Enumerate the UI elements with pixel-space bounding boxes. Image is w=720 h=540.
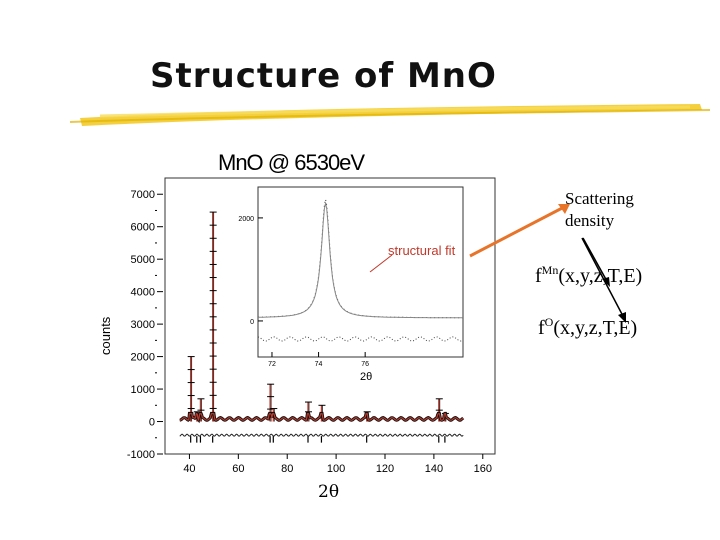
- main-y-tick-label: 5000: [131, 254, 155, 266]
- main-x-tick-label: 40: [183, 463, 195, 475]
- main-y-tick-label: 6000: [131, 222, 155, 234]
- slide-title: Structure of MnO: [150, 56, 497, 96]
- main-x-ticks: 40 60 80 100 120 140 160: [183, 454, 492, 475]
- main-peaks: [187, 211, 449, 422]
- structural-fit-label: structural fit: [388, 243, 456, 258]
- f-o-label: fO(x,y,z,T,E): [538, 315, 637, 340]
- main-y-tick-label: 7000: [131, 189, 155, 201]
- inset-x-tick-label: 74: [315, 361, 323, 368]
- inset-y-tick-label: 0: [250, 319, 254, 326]
- main-y-ticks: 7000 6000 5000 4000 3000 2000 1000 0 -1000: [127, 189, 163, 461]
- main-x-tick-label: 140: [425, 463, 443, 475]
- scattering-label-line2: density: [565, 211, 615, 230]
- main-x-tick-label: 160: [474, 463, 492, 475]
- main-x-tick-label: 60: [232, 463, 244, 475]
- main-x-tick-label: 120: [376, 463, 394, 475]
- inset-y-ticks: 2000 0: [238, 216, 263, 326]
- inset-frame: [257, 186, 464, 358]
- main-x-tick-label: 100: [327, 463, 345, 475]
- main-y-tick-label: 4000: [131, 287, 155, 299]
- inset-fit-line: [258, 202, 463, 319]
- arrow-to-fo-head: [618, 312, 626, 323]
- fmn-args: (x,y,z,T,E): [558, 265, 643, 287]
- orange-arrow: [469, 203, 569, 258]
- structural-fit-line: [179, 413, 464, 422]
- fo-base: f: [538, 317, 545, 339]
- main-y-tick-label: 2000: [131, 352, 155, 364]
- main-plot-frame: [164, 177, 496, 455]
- main-y-tick-label: 3000: [131, 319, 155, 331]
- f-mn-label: fMn(x,y,z,T,E): [535, 263, 642, 288]
- inset-difference: [257, 336, 464, 342]
- inset-x-ticks: 72 74 76: [268, 352, 369, 368]
- arrow-to-fmn: [582, 237, 609, 284]
- orange-arrow-head: [558, 204, 570, 214]
- figure-title: MnO @ 6530eV: [218, 150, 365, 175]
- inset-x-tick-label: 76: [361, 361, 369, 368]
- reflection-markers: [190, 436, 446, 443]
- main-x-label: 2θ: [318, 482, 339, 502]
- scattering-label-line1: Scattering: [565, 189, 634, 208]
- arrow-to-fo: [581, 237, 625, 319]
- main-x-tick-label: 80: [281, 463, 293, 475]
- title-underline: [69, 104, 711, 126]
- main-y-tick-label: -1000: [127, 449, 155, 461]
- fo-args: (x,y,z,T,E): [553, 317, 638, 339]
- fo-sup: O: [544, 315, 554, 329]
- difference-curve: [179, 433, 464, 437]
- inset-x-tick-label: 72: [268, 361, 276, 368]
- structural-fit-pointer: [369, 254, 393, 273]
- main-y-tick-label: 0: [149, 417, 155, 429]
- inset-y-tick-label: 2000: [238, 216, 254, 223]
- fmn-base: f: [535, 265, 542, 287]
- inset-x-label: 2θ: [360, 371, 372, 383]
- main-y-label: counts: [98, 316, 113, 355]
- scattering-density-label: Scattering density: [565, 188, 675, 232]
- main-y-tick-label: 1000: [131, 384, 155, 396]
- fmn-sup: Mn: [541, 263, 559, 277]
